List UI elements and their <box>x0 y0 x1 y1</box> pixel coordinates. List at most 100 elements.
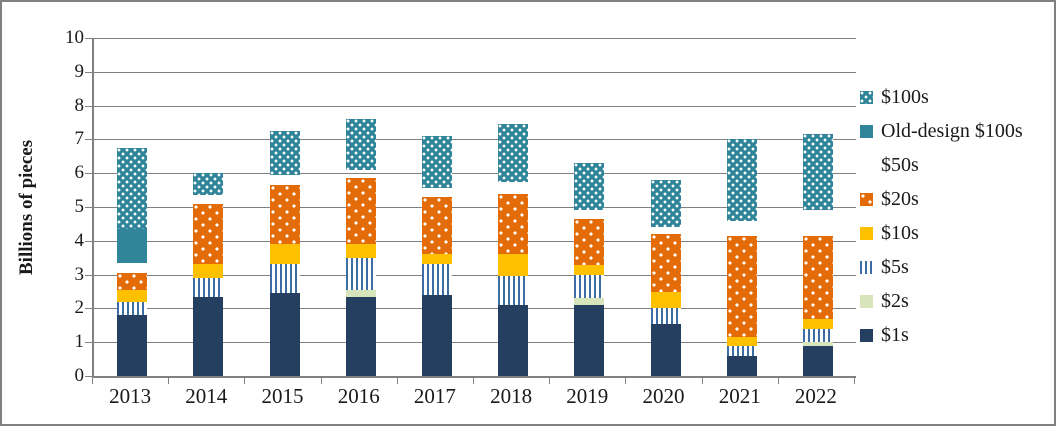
y-tick-label-8: 8 <box>74 94 85 116</box>
y-tick-2 <box>85 308 92 310</box>
legend-swatch--100s <box>860 90 873 104</box>
x-tick-label-2014: 2014 <box>185 384 228 408</box>
gridline-4 <box>94 240 856 242</box>
bar-segment--20s <box>498 193 529 255</box>
x-tick-label-2015: 2015 <box>261 384 304 408</box>
bar-segment--5s <box>574 274 605 299</box>
bar-2021 <box>726 139 757 376</box>
legend-label--100s: $100s <box>881 85 929 108</box>
y-tick-label-1: 1 <box>74 331 85 353</box>
x-tick-0 <box>92 378 93 384</box>
legend-item--50s: $50s <box>860 148 1054 182</box>
y-tick-4 <box>85 240 92 242</box>
bar-segment--10s <box>345 244 376 258</box>
bar-segment--50s <box>574 210 604 218</box>
bar-segment--10s <box>269 244 300 265</box>
bar-segment--20s <box>421 196 452 255</box>
bar-segment--50s <box>727 221 757 236</box>
legend-item--2s: $2s <box>860 284 1054 318</box>
bar-2014 <box>193 173 224 376</box>
bar-segment--1s <box>498 305 529 376</box>
bar-segment--1s <box>574 305 605 376</box>
x-tick-8 <box>701 378 703 384</box>
legend-label--5s: $5s <box>881 255 909 278</box>
legend-swatch--5s <box>860 260 873 274</box>
bar-segment--50s <box>193 195 223 203</box>
bar-2015 <box>269 131 300 376</box>
bar-segment--20s <box>117 272 148 290</box>
bar-segment--20s <box>574 218 605 265</box>
legend-label--20s: $20s <box>881 187 919 210</box>
x-tick-label-2020: 2020 <box>642 384 685 408</box>
y-tick-1 <box>85 342 92 344</box>
bar-segment--100s <box>574 163 605 211</box>
bar-segment--1s <box>269 293 300 376</box>
y-tick-8 <box>85 105 92 107</box>
bar-segment--100s <box>498 124 529 182</box>
y-tick-label-4: 4 <box>74 229 85 251</box>
gridline-5 <box>94 207 856 208</box>
legend-item--1s: $1s <box>860 318 1054 352</box>
bar-segment--10s <box>726 337 757 346</box>
bar-segment--10s <box>421 254 452 265</box>
bar-segment--50s <box>651 227 681 234</box>
x-tick-7 <box>625 378 627 384</box>
bar-segment--10s <box>193 264 224 278</box>
bar-segment--50s <box>422 188 452 196</box>
y-tick-6 <box>85 173 92 175</box>
bar-segment--5s <box>193 278 224 297</box>
bar-segment--20s <box>650 234 681 292</box>
bar-segment--5s <box>421 264 452 295</box>
bar-segment--5s <box>726 345 757 356</box>
bar-segment--5s <box>345 257 376 290</box>
x-tick-label-2021: 2021 <box>718 384 761 408</box>
bar-segment--10s <box>574 264 605 275</box>
x-tick-label-2013: 2013 <box>109 384 152 408</box>
legend-label--10s: $10s <box>881 221 919 244</box>
legend-swatch--50s <box>860 159 873 172</box>
x-tick-label-2018: 2018 <box>490 384 533 408</box>
x-tick-6 <box>549 378 551 384</box>
legend-label--2s: $2s <box>881 289 909 312</box>
bar-segment--50s <box>498 182 528 194</box>
bar-segment--100s <box>421 136 452 189</box>
legend-item--10s: $10s <box>860 216 1054 250</box>
legend-item--100s: $100s <box>860 80 1054 114</box>
bar-segment--100s <box>802 134 833 211</box>
bar-segment--2s <box>802 342 833 346</box>
y-tick-10 <box>85 38 92 39</box>
bar-segment--50s <box>803 210 833 235</box>
gridline-8 <box>94 105 856 107</box>
legend-item--5s: $5s <box>860 250 1054 284</box>
bar-segment--1s <box>345 296 376 376</box>
bar-segment--10s <box>802 318 833 329</box>
y-tick-label-0: 0 <box>74 365 85 386</box>
bar-segment--100s <box>726 139 757 221</box>
bar-segment--10s <box>650 291 681 309</box>
x-tick-10 <box>854 378 855 384</box>
y-tick-label-9: 9 <box>74 60 85 82</box>
bar-segment--1s <box>726 355 757 376</box>
bar-segment--5s <box>269 264 300 294</box>
bar-segment--5s <box>117 301 148 316</box>
bar-segment--50s <box>346 170 376 178</box>
x-tick-4 <box>396 378 398 384</box>
bar-segment--10s <box>117 289 148 302</box>
legend-label--1s: $1s <box>881 323 909 346</box>
bar-segment--20s <box>802 235 833 319</box>
bar-segment--20s <box>193 203 224 265</box>
x-tick-9 <box>777 378 779 384</box>
bar-2016 <box>345 119 376 376</box>
legend-label--50s: $50s <box>881 153 919 176</box>
bar-2020 <box>650 180 681 376</box>
legend-label-old-design-100s: Old-design $100s <box>881 119 1023 142</box>
y-tick-label-5: 5 <box>74 196 85 217</box>
bar-segment--1s <box>193 296 224 376</box>
bar-2019 <box>574 163 605 376</box>
bar-segment--100s <box>650 180 681 228</box>
gridline-6 <box>94 173 856 175</box>
y-tick-7 <box>85 139 92 141</box>
y-tick-label-7: 7 <box>74 128 85 150</box>
legend-swatch--2s <box>860 294 873 308</box>
legend-item--20s: $20s <box>860 182 1054 216</box>
